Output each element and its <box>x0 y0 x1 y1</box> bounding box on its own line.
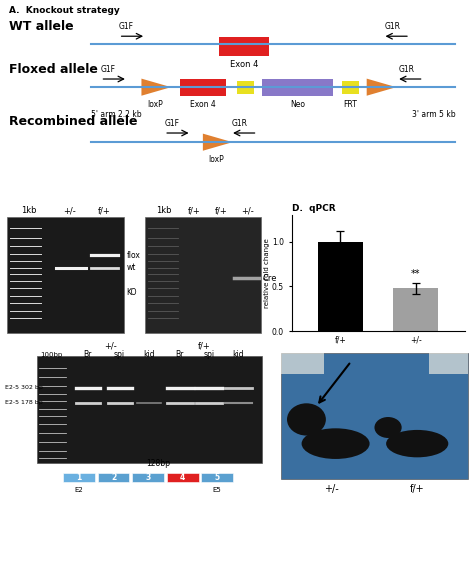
Text: Floxed allele: Floxed allele <box>9 63 99 76</box>
Text: kid: kid <box>233 350 244 359</box>
Text: E2-5 178 bp: E2-5 178 bp <box>5 400 43 405</box>
Text: Br: Br <box>83 350 91 359</box>
Text: 1kb: 1kb <box>156 206 172 215</box>
Text: FRT: FRT <box>343 100 357 109</box>
Text: 1: 1 <box>76 473 82 482</box>
Y-axis label: relative fold change: relative fold change <box>264 238 270 308</box>
Text: +/-: +/- <box>63 206 76 215</box>
Bar <box>36 356 262 462</box>
Text: Neo: Neo <box>290 100 305 109</box>
Text: 128bp: 128bp <box>146 460 171 468</box>
Text: f/+: f/+ <box>198 342 210 350</box>
Text: E5: E5 <box>213 487 221 492</box>
Text: 2: 2 <box>111 473 116 482</box>
Text: 5' arm 2.2 kb: 5' arm 2.2 kb <box>91 110 142 119</box>
Text: +/-: +/- <box>105 342 117 350</box>
Text: 3' arm 5 kb: 3' arm 5 kb <box>412 110 456 119</box>
Text: flox: flox <box>126 251 140 260</box>
Text: Exon 4: Exon 4 <box>190 100 216 109</box>
Bar <box>262 79 333 96</box>
Bar <box>145 217 261 333</box>
Text: 100bp: 100bp <box>40 352 62 358</box>
Polygon shape <box>203 134 232 151</box>
Text: 5: 5 <box>215 473 219 482</box>
Bar <box>281 353 468 479</box>
Bar <box>429 353 468 374</box>
Text: 1kb: 1kb <box>21 206 37 215</box>
Bar <box>318 242 363 331</box>
Text: Recombined allele: Recombined allele <box>9 115 138 128</box>
Text: f/+: f/+ <box>188 206 200 215</box>
Bar <box>98 473 129 482</box>
Text: +/-: +/- <box>324 484 339 494</box>
Text: WT allele: WT allele <box>9 20 74 32</box>
Ellipse shape <box>374 417 401 438</box>
Text: E2-5 302 bp: E2-5 302 bp <box>5 385 43 390</box>
Bar <box>63 473 95 482</box>
Bar <box>180 79 226 96</box>
Text: Br: Br <box>176 350 184 359</box>
Text: kid: kid <box>144 350 155 359</box>
Text: G1F: G1F <box>100 65 116 74</box>
Text: G1R: G1R <box>399 65 415 74</box>
Ellipse shape <box>301 428 370 459</box>
Text: **: ** <box>411 269 420 280</box>
Ellipse shape <box>386 430 448 457</box>
Ellipse shape <box>287 404 326 436</box>
Text: wt: wt <box>126 263 136 272</box>
Bar <box>8 217 124 333</box>
Bar <box>281 353 324 374</box>
Text: loxP: loxP <box>209 155 224 164</box>
Text: 3: 3 <box>146 473 151 482</box>
Text: f/+: f/+ <box>215 206 227 215</box>
Text: +/-: +/- <box>242 206 254 215</box>
Text: Exon 4: Exon 4 <box>229 59 258 68</box>
Bar <box>342 81 359 95</box>
Bar <box>201 473 233 482</box>
Polygon shape <box>141 79 171 96</box>
Text: G1R: G1R <box>385 22 401 31</box>
Text: Cre: Cre <box>263 274 277 283</box>
Bar <box>393 288 438 331</box>
Text: G1R: G1R <box>231 118 247 127</box>
Bar <box>237 81 254 95</box>
Text: loxP: loxP <box>147 100 163 109</box>
Text: KO: KO <box>126 288 137 297</box>
Text: spi: spi <box>113 350 125 359</box>
Text: G1F: G1F <box>164 118 179 127</box>
Text: E2: E2 <box>75 487 83 492</box>
Text: f/+: f/+ <box>410 484 425 494</box>
Bar <box>167 473 199 482</box>
Text: spi: spi <box>203 350 215 359</box>
Text: A.  Knockout strategy: A. Knockout strategy <box>9 6 120 15</box>
Bar <box>219 37 269 55</box>
Polygon shape <box>367 79 396 96</box>
Text: 4: 4 <box>180 473 185 482</box>
Text: G1F: G1F <box>118 22 134 31</box>
Text: f/+: f/+ <box>98 206 111 215</box>
Text: D.  qPCR: D. qPCR <box>292 204 335 213</box>
Bar <box>132 473 164 482</box>
